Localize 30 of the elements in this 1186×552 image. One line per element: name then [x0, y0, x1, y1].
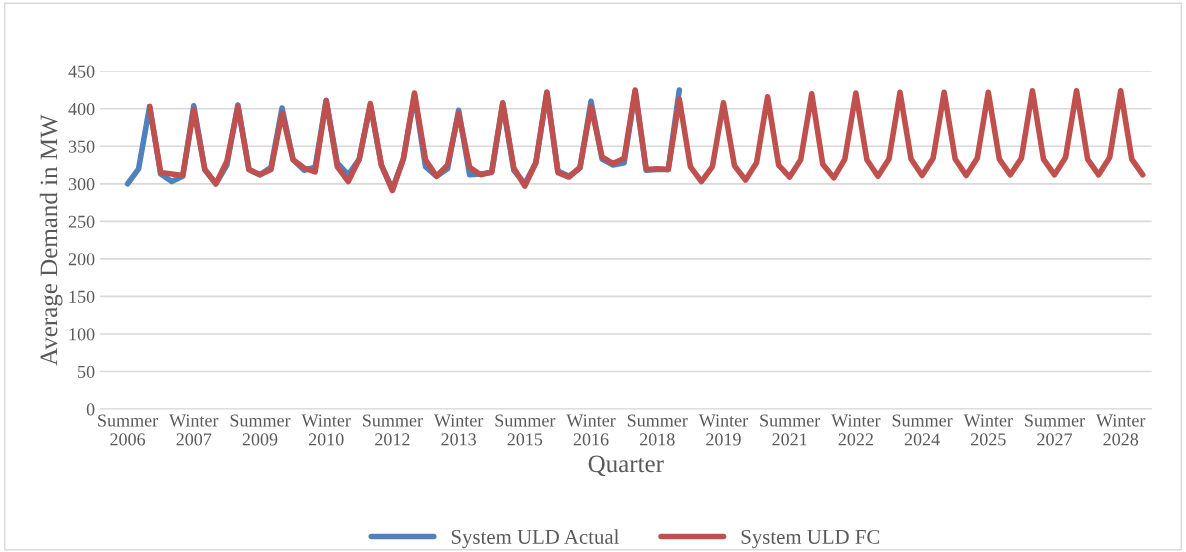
- legend-label: System ULD FC: [741, 529, 880, 549]
- x-tick-label: Winter 2028: [1096, 414, 1146, 446]
- x-tick-label: Summer 2027: [1025, 414, 1085, 446]
- y-tick-label: 100: [69, 328, 95, 341]
- x-tick-label: Summer 2021: [760, 414, 821, 446]
- x-tick-label: Winter 2019: [698, 414, 748, 446]
- x-tick-label: Winter 2025: [963, 414, 1013, 446]
- x-tick-label: Winter 2016: [566, 414, 616, 446]
- y-tick-label: 250: [68, 215, 95, 228]
- x-tick-label: Summer 2015: [495, 414, 556, 446]
- y-tick-label: 450: [68, 65, 95, 78]
- y-tick-label: 50: [78, 365, 95, 378]
- x-tick-label: Winter 2022: [831, 414, 881, 446]
- y-tick-label: 300: [68, 178, 95, 191]
- x-tick-label: Summer 2012: [363, 414, 423, 446]
- y-tick-label: 400: [68, 103, 95, 116]
- x-tick-label: Winter 2010: [301, 414, 351, 446]
- x-tick-label: Summer 2009: [230, 414, 291, 446]
- y-tick-label: 150: [69, 290, 95, 303]
- legend-label: System ULD Actual: [451, 529, 619, 549]
- y-axis-title: Average Demand in MW: [39, 114, 63, 366]
- x-tick-label: Winter 2013: [433, 414, 484, 446]
- y-tick-label: 200: [68, 253, 95, 266]
- x-tick-label: Summer 2018: [627, 414, 688, 446]
- x-tick-label: Summer 2006: [98, 414, 158, 446]
- y-tick-label: 0: [86, 403, 95, 416]
- y-tick-label: 350: [68, 140, 95, 153]
- x-tick-label: Winter 2007: [169, 414, 219, 446]
- x-tick-label: Summer 2024: [892, 414, 953, 446]
- x-axis-title: Quarter: [588, 455, 664, 477]
